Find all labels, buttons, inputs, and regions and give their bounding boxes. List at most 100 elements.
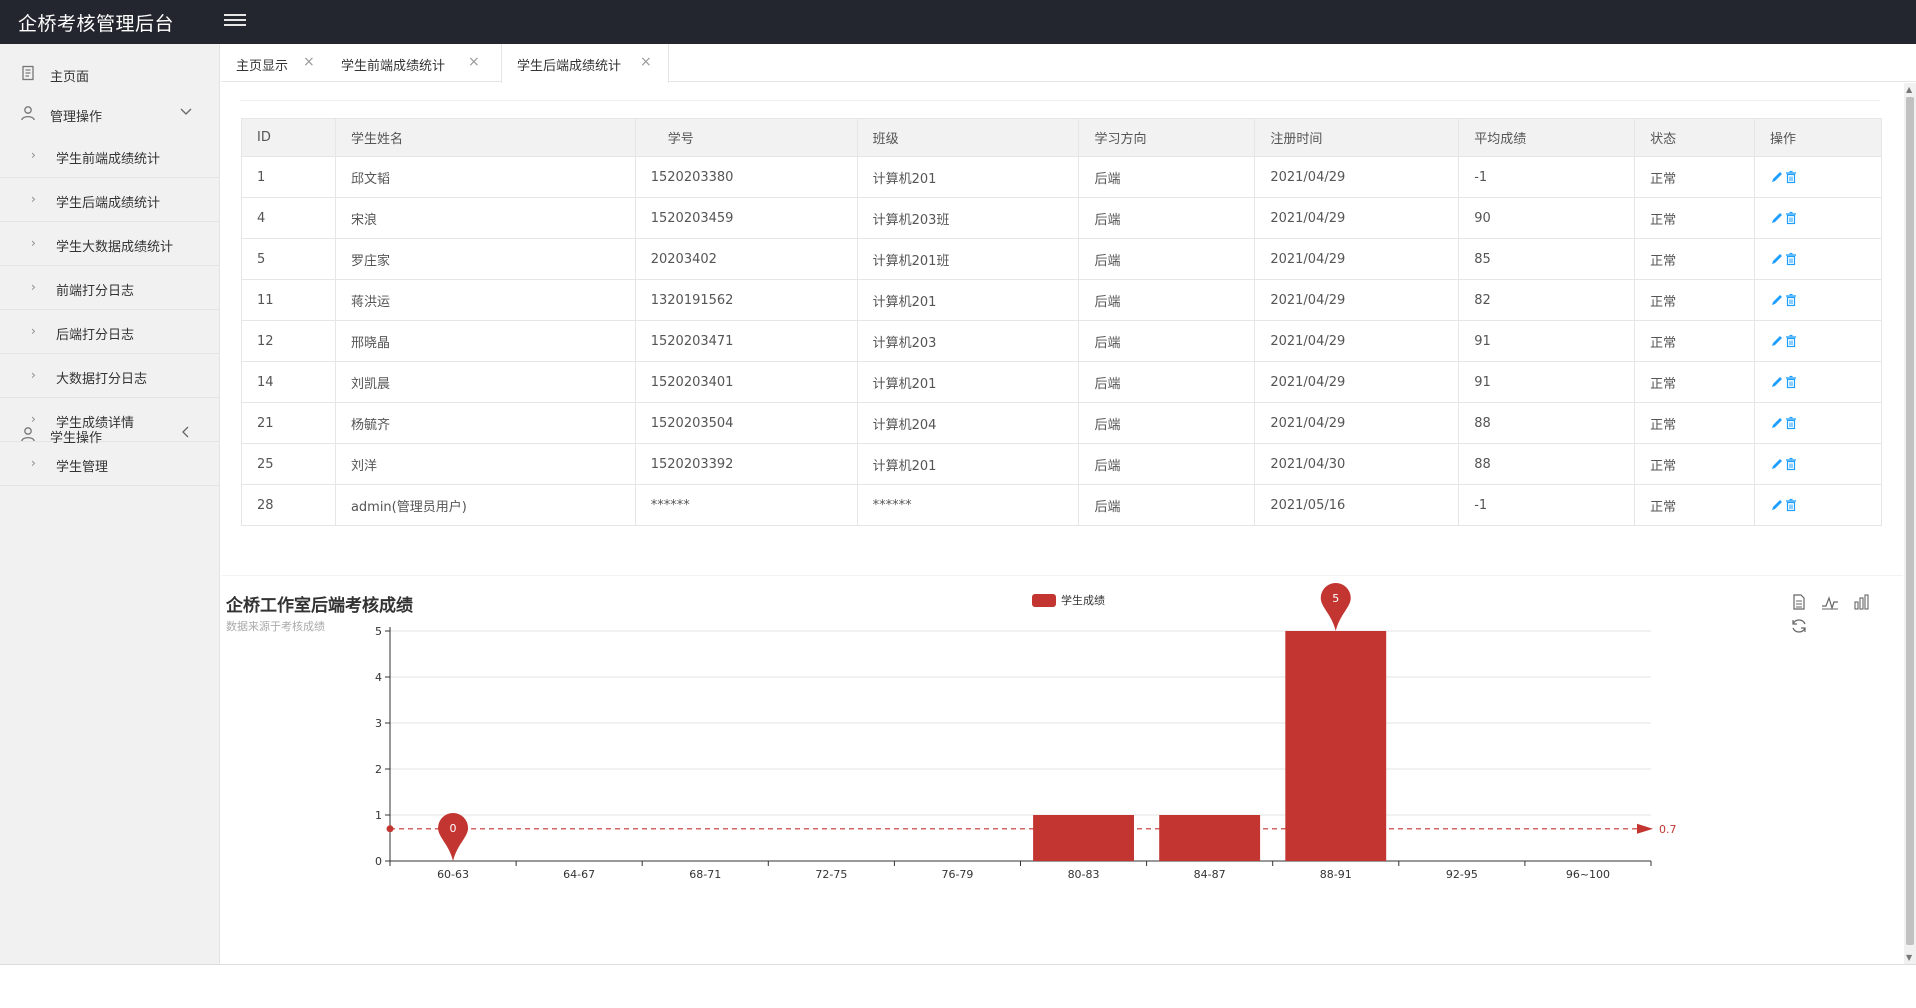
- table-row[interactable]: 21 杨毓齐 1520203504 计算机204 后端 2021/04/29 88 正常: [241, 402, 1882, 444]
- sidebar-subitem[interactable]: › 前端打分日志: [0, 266, 220, 310]
- delete-icon[interactable]: [1784, 498, 1798, 512]
- menu-toggle-icon[interactable]: [224, 14, 246, 30]
- cell-name: 刘凯晨: [334, 361, 636, 403]
- table-row[interactable]: 5 罗庄家 20203402 计算机201班 后端 2021/04/29 85 正常: [241, 238, 1882, 280]
- cell-actions: [1754, 361, 1882, 403]
- col-header-avg-score[interactable]: 平均成绩: [1458, 118, 1636, 157]
- cell-register-time: 2021/04/29: [1254, 320, 1460, 362]
- sidebar-subitem-label: 学生大数据成绩统计: [56, 240, 174, 255]
- sidebar-subitem[interactable]: › 学生管理: [0, 442, 220, 486]
- scrollbar-thumb[interactable]: [1906, 97, 1914, 945]
- sidebar-item-student-ops[interactable]: 学生操作: [0, 415, 220, 455]
- col-header-register-time[interactable]: 注册时间: [1254, 118, 1460, 157]
- col-header-class[interactable]: 班级: [856, 118, 1080, 157]
- x-tick-label: 76-79: [941, 868, 973, 881]
- cell-name: 宋浪: [334, 197, 636, 239]
- y-tick-label: 5: [375, 625, 382, 638]
- close-icon[interactable]: ×: [303, 54, 315, 70]
- close-icon[interactable]: ×: [640, 54, 652, 70]
- table-row[interactable]: 4 宋浪 1520203459 计算机203班 后端 2021/04/29 90 正常: [241, 197, 1882, 239]
- cell-id: 11: [241, 279, 336, 321]
- bar[interactable]: [1033, 815, 1134, 861]
- divider: [221, 575, 1903, 576]
- col-header-status[interactable]: 状态: [1634, 118, 1755, 157]
- bar[interactable]: [1159, 815, 1261, 861]
- cell-direction: 后端: [1078, 484, 1256, 526]
- sidebar-item-home[interactable]: 主页面: [0, 54, 220, 94]
- delete-icon[interactable]: [1784, 457, 1798, 471]
- delete-icon[interactable]: [1784, 170, 1798, 184]
- edit-icon[interactable]: [1770, 293, 1784, 307]
- chart-title: 企桥工作室后端考核成绩: [226, 596, 413, 616]
- scroll-up-icon[interactable]: ▲: [1906, 85, 1913, 94]
- sidebar-subitem-label: 学生成绩详情: [56, 416, 135, 431]
- col-header-id[interactable]: ID: [241, 118, 336, 157]
- chart-legend[interactable]: 学生成绩: [1032, 592, 1105, 608]
- tab-home[interactable]: 主页显示 ×: [221, 44, 326, 82]
- sidebar-subitem[interactable]: › 学生大数据成绩统计: [0, 222, 220, 266]
- col-header-student-no[interactable]: 学号: [634, 118, 858, 157]
- delete-icon[interactable]: [1784, 375, 1798, 389]
- table-row[interactable]: 28 admin(管理员用户) ****** ****** 后端 2021/05/16 -1…: [241, 484, 1882, 526]
- tab-frontend-stats[interactable]: 学生前端成绩统计 ×: [326, 44, 490, 82]
- x-tick-label: 88-91: [1320, 868, 1352, 881]
- top-header: 企桥考核管理后台: [0, 0, 1916, 44]
- x-tick-label: 72-75: [815, 868, 847, 881]
- delete-icon[interactable]: [1784, 416, 1798, 430]
- app-title: 企桥考核管理后台: [18, 13, 175, 35]
- mark-point-pin: [1320, 583, 1351, 631]
- line-chart-icon[interactable]: [1820, 592, 1840, 612]
- cell-status: 正常: [1634, 156, 1755, 198]
- col-header-direction[interactable]: 学习方向: [1078, 118, 1256, 157]
- bar[interactable]: [1285, 631, 1387, 861]
- data-view-icon[interactable]: [1789, 592, 1809, 612]
- tab-backend-stats[interactable]: 学生后端成绩统计 ×: [501, 44, 669, 83]
- cell-id: 12: [241, 320, 336, 362]
- edit-icon[interactable]: [1770, 498, 1784, 512]
- delete-icon[interactable]: [1784, 293, 1798, 307]
- sidebar-subitem[interactable]: › 后端打分日志: [0, 310, 220, 354]
- scroll-down-icon[interactable]: ▼: [1906, 953, 1913, 962]
- cell-status: 正常: [1634, 197, 1755, 239]
- cell-class: 计算机204: [856, 402, 1080, 444]
- edit-icon[interactable]: [1770, 211, 1784, 225]
- sidebar: 主页面 管理操作 › 学生前端成绩统计 › 学生后端成绩统计 › 学生大数据成绩统计 › 前端…: [0, 44, 220, 964]
- col-header-name[interactable]: 学生姓名: [334, 118, 636, 157]
- table-row[interactable]: 14 刘凯晨 1520203401 计算机201 后端 2021/04/29 91 正常: [241, 361, 1882, 403]
- table-row[interactable]: 11 蒋洪运 1320191562 计算机201 后端 2021/04/29 82 正常: [241, 279, 1882, 321]
- sidebar-subitem[interactable]: › 学生后端成绩统计: [0, 178, 220, 222]
- table-row[interactable]: 1 邱文韬 1520203380 计算机201 后端 2021/04/29 -1 正常: [241, 156, 1882, 198]
- tab-label: 学生前端成绩统计: [341, 59, 446, 74]
- document-icon: [22, 65, 34, 81]
- delete-icon[interactable]: [1784, 334, 1798, 348]
- table-row[interactable]: 25 刘洋 1520203392 计算机201 后端 2021/04/30 88 正常: [241, 443, 1882, 485]
- chevron-right-icon: ›: [31, 192, 36, 206]
- chart-subtitle: 数据来源于考核成绩: [226, 620, 325, 633]
- sidebar-subitem[interactable]: › 学生前端成绩统计: [0, 134, 220, 178]
- sidebar-subitem[interactable]: › 学生成绩详情: [0, 398, 220, 442]
- main-content: ID 学生姓名 学号 班级 学习方向 注册时间 平均成绩 状态 操作 1 邱文韬 1…: [221, 83, 1903, 964]
- edit-icon[interactable]: [1770, 375, 1784, 389]
- vertical-scrollbar[interactable]: ▲ ▼: [1904, 83, 1916, 964]
- sidebar-subitem[interactable]: › 大数据打分日志: [0, 354, 220, 398]
- edit-icon[interactable]: [1770, 334, 1784, 348]
- cell-class: 计算机203班: [856, 197, 1080, 239]
- close-icon[interactable]: ×: [468, 54, 480, 70]
- edit-icon[interactable]: [1770, 252, 1784, 266]
- chevron-right-icon: ›: [31, 456, 36, 470]
- edit-icon[interactable]: [1770, 457, 1784, 471]
- cell-avg-score: 88: [1458, 443, 1636, 485]
- sidebar-item-manage[interactable]: 管理操作: [0, 94, 220, 134]
- edit-icon[interactable]: [1770, 170, 1784, 184]
- edit-icon[interactable]: [1770, 416, 1784, 430]
- cell-status: 正常: [1634, 238, 1755, 280]
- bar-chart-icon[interactable]: [1851, 592, 1871, 612]
- table-row[interactable]: 12 邢晓晶 1520203471 计算机203 后端 2021/04/29 91 正常: [241, 320, 1882, 362]
- delete-icon[interactable]: [1784, 252, 1798, 266]
- cell-student-no: 1520203504: [634, 402, 858, 444]
- cell-class: 计算机201: [856, 156, 1080, 198]
- delete-icon[interactable]: [1784, 211, 1798, 225]
- chevron-right-icon: ›: [31, 280, 36, 294]
- chevron-right-icon: ›: [31, 236, 36, 250]
- refresh-icon[interactable]: [1789, 616, 1809, 636]
